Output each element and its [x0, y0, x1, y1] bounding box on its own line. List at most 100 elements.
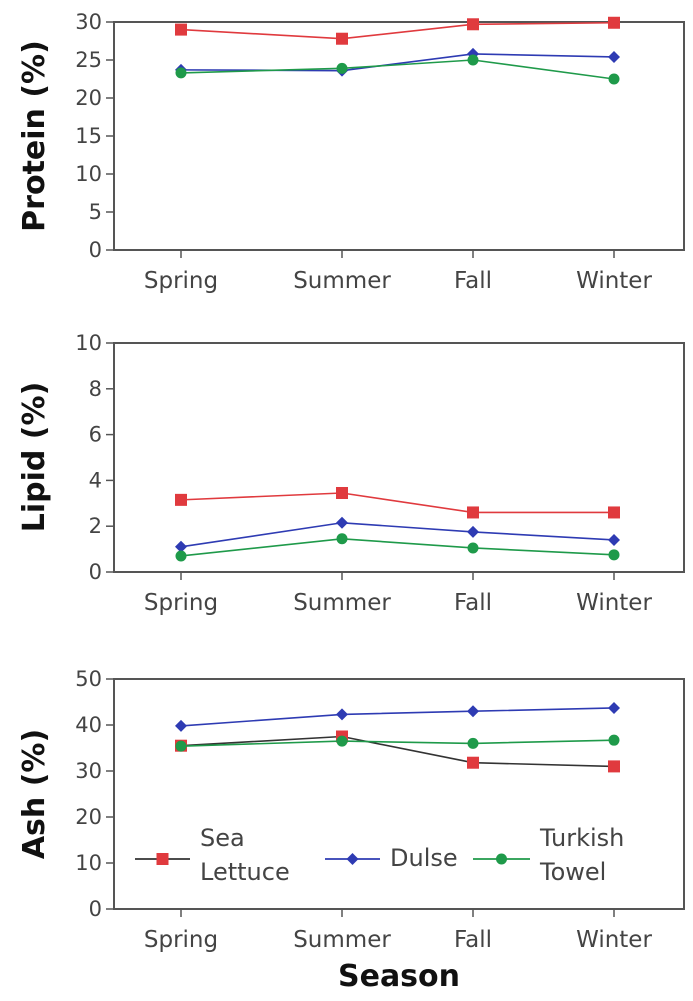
data-point	[467, 737, 479, 749]
data-point	[608, 50, 620, 63]
series-dulse	[175, 701, 620, 732]
data-point	[467, 54, 479, 66]
x-tick-label-winter: Winter	[576, 927, 652, 953]
legend-item-turkish-towel: Turkish Towel	[473, 824, 624, 886]
series-turkish-towel	[175, 533, 620, 562]
x-tick-label-spring: Spring	[144, 927, 218, 953]
data-point	[608, 734, 620, 746]
data-point	[336, 735, 348, 747]
y-tick-label: 2	[89, 514, 102, 538]
y-tick-label: 25	[75, 48, 102, 72]
data-point	[608, 533, 620, 546]
y-tick-label: 0	[89, 238, 102, 262]
x-tick-label-summer: Summer	[293, 927, 391, 953]
series-line	[180, 521, 615, 548]
data-point	[336, 708, 348, 721]
series-line	[180, 739, 615, 747]
y-tick-label: 15	[75, 124, 102, 148]
series-line	[180, 537, 615, 557]
x-tick-label-fall: Fall	[454, 268, 492, 294]
data-point	[467, 506, 479, 519]
series-line	[180, 735, 615, 768]
series-dulse	[175, 516, 620, 553]
y-axis-title: Ash (%)	[17, 729, 52, 859]
y-tick-label: 5	[89, 200, 102, 224]
y-tick-label: 20	[75, 86, 102, 110]
y-tick-label: 0	[89, 560, 102, 584]
legend-marker	[496, 853, 507, 865]
data-point	[467, 705, 479, 718]
data-point	[467, 542, 479, 554]
series-line	[180, 53, 615, 72]
series-turkish-towel	[175, 54, 620, 85]
data-point	[608, 506, 620, 519]
data-point	[467, 18, 479, 31]
data-point	[175, 493, 187, 506]
data-point	[175, 740, 187, 752]
chart-panel-lipid: 0 2 4 6 8 10 Spring Summer Fall Winter Lipid (%)	[17, 331, 685, 616]
data-point	[336, 32, 348, 45]
data-point	[608, 701, 620, 714]
y-tick-label: 10	[75, 162, 102, 186]
x-tick-label-spring: Spring	[144, 268, 218, 294]
data-point	[467, 525, 479, 538]
legend-item-dulse: Dulse	[325, 844, 458, 872]
series-line	[180, 21, 615, 40]
chart-panel-protein: 0 5 10 15 20 25 30 Spring Summer Fall Winter Protei…	[17, 10, 685, 294]
legend-marker	[346, 853, 359, 865]
legend-label: Sea	[200, 824, 245, 852]
data-point	[175, 550, 187, 562]
data-point	[467, 756, 479, 769]
legend: Sea Lettuce Dulse Turkish Towel	[135, 824, 624, 886]
y-axis-title: Protein (%)	[17, 40, 52, 232]
y-tick-label: 6	[89, 423, 102, 447]
series-sea-lettuce	[175, 16, 620, 45]
plot-frame	[113, 342, 685, 573]
y-tick-label: 30	[75, 10, 102, 34]
y-tick-label: 10	[75, 331, 102, 355]
chart-panel-ash: 0 10 20 30 40 50 Spring Summer Fall Winter Ash (%)…	[17, 667, 685, 994]
x-tick-label-fall: Fall	[454, 927, 492, 953]
data-point	[336, 62, 348, 74]
y-tick-label: 30	[75, 759, 102, 783]
y-tick-label: 20	[75, 805, 102, 829]
series-turkish-towel	[175, 734, 620, 752]
legend-label: Dulse	[390, 844, 458, 872]
legend-label: Lettuce	[200, 858, 290, 886]
x-tick-label-winter: Winter	[576, 590, 652, 616]
data-point	[608, 73, 620, 85]
y-tick-label: 10	[75, 851, 102, 875]
y-tick-label: 50	[75, 667, 102, 691]
x-tick-label-summer: Summer	[293, 590, 391, 616]
y-tick-label: 8	[89, 377, 102, 401]
series-line	[180, 59, 615, 80]
y-tick-label: 4	[89, 468, 102, 492]
x-tick-label-fall: Fall	[454, 590, 492, 616]
y-tick-label: 40	[75, 713, 102, 737]
legend-label: Turkish	[539, 824, 624, 852]
series-sea-lettuce	[175, 486, 620, 519]
data-point	[608, 16, 620, 29]
data-point	[336, 533, 348, 545]
data-point	[608, 549, 620, 561]
legend-label: Towel	[539, 858, 606, 886]
legend-marker	[156, 853, 169, 865]
series-line	[180, 707, 615, 727]
data-point	[175, 23, 187, 36]
data-point	[175, 67, 187, 79]
data-point	[175, 540, 187, 553]
series-dulse	[175, 47, 620, 77]
plot-frame	[113, 678, 685, 910]
legend-item-sea-lettuce: Sea Lettuce	[135, 824, 290, 886]
data-point	[336, 486, 348, 499]
y-tick-label: 0	[89, 897, 102, 921]
x-axis-title: Season	[338, 959, 460, 994]
data-point	[175, 719, 187, 732]
data-point	[608, 760, 620, 773]
x-tick-label-winter: Winter	[576, 268, 652, 294]
series-sea-lettuce	[175, 730, 620, 773]
series-line	[180, 492, 614, 514]
x-tick-label-summer: Summer	[293, 268, 391, 294]
